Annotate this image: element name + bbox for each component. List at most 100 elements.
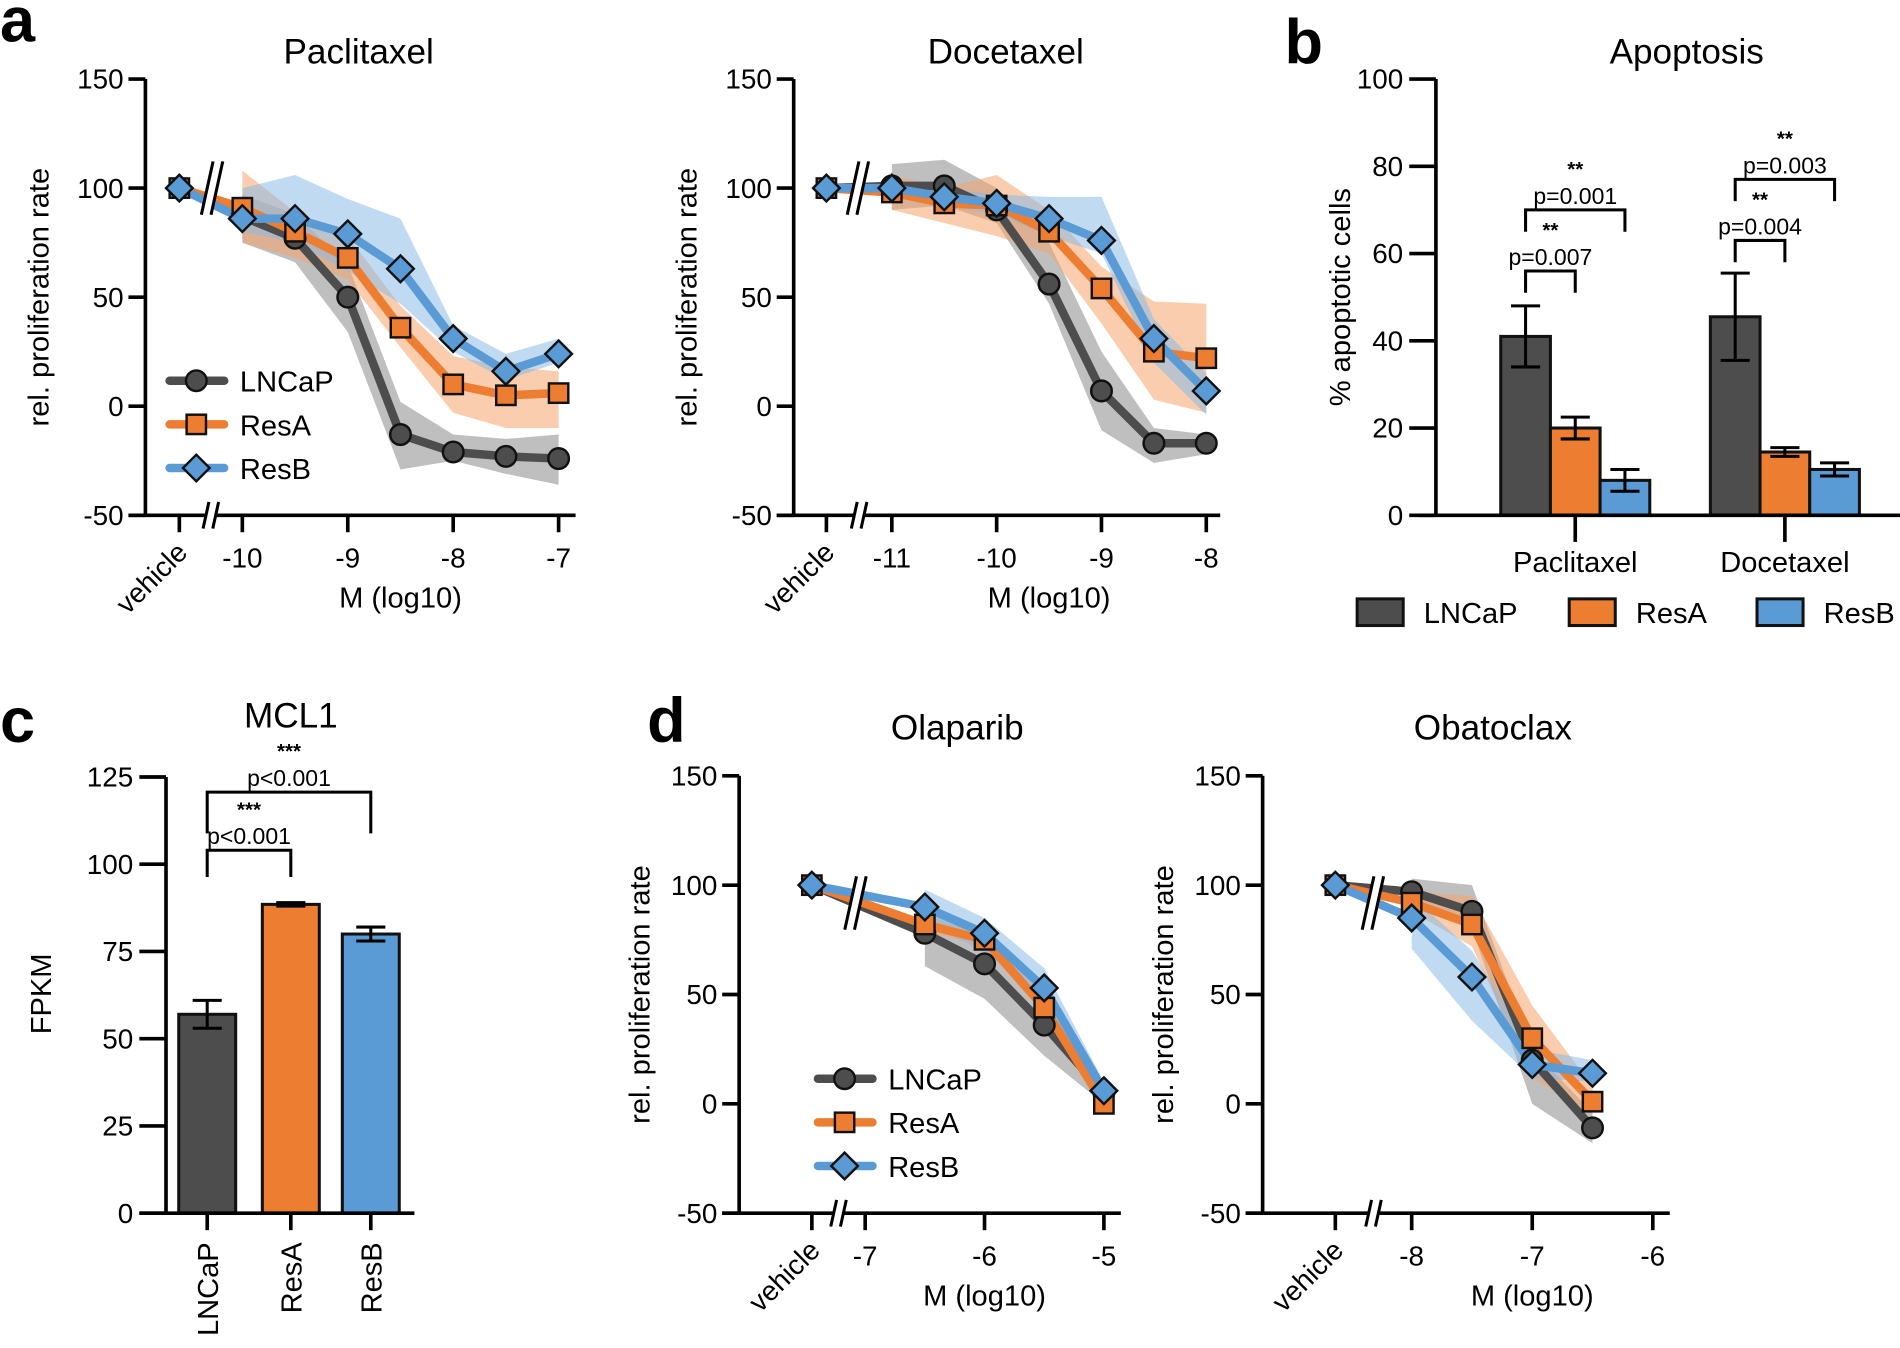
legend-marker [181,452,212,484]
x-tick-label: -9 [335,542,360,573]
panel-letter-c: c [0,686,35,756]
x-tick-label: -10 [222,542,262,573]
x-category-label: ResB [357,1242,389,1313]
line-chart-obatoclax: Obatoclax 150 100 50 0 -50 vehicle -8 -7 -6 M (log… [1148,708,1670,1318]
p-value-label: p=0.007 [1508,244,1592,270]
error-band-resa [891,175,1207,413]
x-tick-label: -6 [1640,1240,1665,1271]
x-tick-label: -7 [1520,1240,1545,1271]
y-tick-label: 0 [1388,500,1404,531]
y-tick-label: 0 [108,391,124,422]
error-bar [276,901,306,908]
y-tick-label: 150 [725,64,771,95]
legend-marker [184,369,208,393]
legend-item-resa: ResA [813,1108,960,1140]
y-tick-label: 100 [77,173,123,204]
y-tick-label: 150 [1194,760,1240,791]
data-point-resa [389,316,412,339]
data-point-resa [1521,1027,1544,1050]
data-point-resb [227,203,258,234]
data-point-lncap [973,952,997,976]
legend-item-lncap: LNCaP [813,1065,982,1097]
data-point-resb [438,323,469,354]
p-value-label: p=0.001 [1533,183,1617,209]
data-point-resb [1086,225,1117,256]
error-bar [1511,304,1541,369]
line-chart-docetaxel: Docetaxel 150 100 50 0 -50 vehicle -11 -10 -9 -8 M … [672,32,1222,620]
legend-label: LNCaP [888,1065,982,1097]
data-point-resb [909,891,940,923]
x-axis-label: M (log10) [988,582,1111,614]
legend-swatch [1755,597,1805,628]
x-tick-label: -7 [546,542,571,573]
y-axis-label: rel. proliferation rate [624,865,656,1124]
data-point-lncap [336,285,360,309]
x-tick-label-vehicle: vehicle [1266,1234,1349,1317]
error-bar [1770,446,1800,458]
x-axis-label: M (log10) [339,582,462,614]
chart-title: MCL1 [244,696,338,735]
data-point-lncap [494,444,518,468]
significance-stars: ** [1752,189,1768,212]
legend-swatch [1567,597,1617,628]
line-chart-paclitaxel: Paclitaxel 150 100 50 0 -50 vehicle -10 -9 -8 -7 M … [23,32,576,620]
x-category-label: Docetaxel [1720,547,1849,579]
bar-resa [1548,426,1602,517]
data-point-resb [1034,203,1065,234]
data-point-resb [1088,1075,1119,1106]
y-axis-label: rel. proliferation rate [23,168,55,427]
legend-item-resa: ResA [1567,597,1708,630]
legend-swatch [1355,597,1405,628]
y-tick-label: 40 [1372,325,1403,356]
significance-stars: ** [1542,219,1558,242]
data-point-resb [1456,961,1487,993]
data-point-lncap [547,447,571,471]
chart-title: Docetaxel [928,32,1084,71]
line-chart-olaparib: Olaparib 150 100 50 0 -50 vehicle -7 -6 -5 M (log1… [624,708,1121,1318]
y-tick-label: 50 [93,282,124,313]
error-bar [1820,461,1850,478]
p-value-label: p<0.001 [247,765,331,791]
data-point-resa [494,384,517,407]
y-tick-label: 100 [1357,64,1403,95]
y-tick-label: 100 [87,849,133,880]
data-point-resb [981,188,1012,219]
legend: LNCaP ResA ResB [165,367,334,486]
y-tick-label: 75 [102,936,133,967]
y-tick-label: 20 [1372,413,1403,444]
legend-marker [833,1111,856,1134]
data-point-lncap [1089,379,1113,403]
x-axis-break-mark [201,501,221,529]
legend-marker [185,413,208,436]
legend-item-resa: ResA [165,410,312,442]
legend-label: ResB [1824,598,1895,630]
x-axis-break-mark [1364,1199,1383,1227]
x-tick-label: -8 [1194,542,1219,573]
bar-resa [1758,450,1812,517]
significance-bracket: p=0.003** [1733,127,1837,202]
legend-marker [829,1150,860,1182]
data-point-resb [811,173,842,204]
data-point-lncap [1581,1116,1605,1140]
p-value-label: p<0.001 [207,823,291,849]
y-tick-label: 25 [102,1111,133,1142]
y-tick-label: 100 [725,173,771,204]
data-point-resb [543,338,574,369]
significance-bracket: p=0.004** [1718,189,1802,263]
x-tick-label: -6 [972,1240,997,1271]
significance-bracket: p=0.001** [1524,158,1627,232]
panel-letter-a: a [0,0,36,55]
data-point-resb [1320,870,1351,901]
bar-chart-mcl1: MCL1 LNCaP ResA ResB 125 100 75 50 25 0 FPKM p<0.00… [26,696,415,1336]
bar-lncap [177,1012,238,1215]
y-tick-label: 100 [671,870,717,901]
data-point-resb [1396,902,1427,933]
chart-title: Paclitaxel [284,32,434,71]
error-band-resb [1411,896,1593,1082]
x-tick-label: -8 [1399,1240,1424,1271]
legend-label: ResA [240,410,312,442]
chart-title: Olaparib [891,708,1024,747]
axis-break-mark [845,161,871,216]
data-point-resb [1577,1058,1608,1089]
